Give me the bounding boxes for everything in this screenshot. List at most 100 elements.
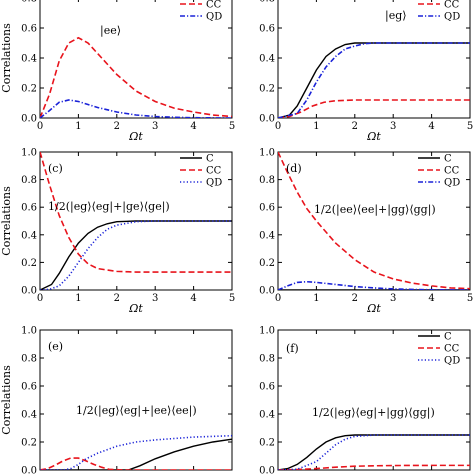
y-tick-label: 0.8 xyxy=(259,175,275,186)
state-label: 1/2(|eg⟩⟨eg|+|gg⟩⟨gg|) xyxy=(312,406,435,420)
y-tick-label: 0.4 xyxy=(21,410,37,421)
y-tick-label: 0.2 xyxy=(259,84,275,95)
series-line-qd xyxy=(40,220,232,290)
x-tick-label: 4 xyxy=(428,293,434,304)
x-axis-label: Ωt xyxy=(128,302,143,315)
x-tick-label: 1 xyxy=(75,293,81,304)
series-line-unnamed-0 xyxy=(278,42,470,118)
y-tick-label: 0.0 xyxy=(259,466,275,474)
state-label: 1/2(|eg⟩⟨eg|+|ge⟩⟨ge|) xyxy=(48,200,170,214)
x-tick-label: 4 xyxy=(190,121,196,132)
series-line-cc xyxy=(278,464,470,470)
x-tick-label: 4 xyxy=(428,121,434,132)
y-tick-label: 0.4 xyxy=(259,230,275,241)
legend-label: QD xyxy=(444,356,460,367)
series-line-cc xyxy=(278,152,470,290)
panel-6: 0.00.20.40.60.81.0CCCQD(f)1/2(|eg⟩⟨eg|+|… xyxy=(259,326,471,474)
y-tick-label: 0.6 xyxy=(259,382,275,393)
y-tick-label: 0.0 xyxy=(259,286,275,297)
legend-label: C xyxy=(206,154,214,165)
legend-label: QD xyxy=(206,12,222,23)
y-tick-label: 0.8 xyxy=(21,354,37,365)
axes-frame xyxy=(39,329,233,471)
y-tick-label: 0.6 xyxy=(21,24,37,35)
y-tick-label: 0.2 xyxy=(21,438,37,449)
x-tick-label: 0 xyxy=(275,293,281,304)
y-tick-label: 0.6 xyxy=(259,24,275,35)
y-tick-label: 1.0 xyxy=(21,326,37,337)
x-axis-label: Ωt xyxy=(366,302,381,315)
x-tick-label: 5 xyxy=(467,121,473,132)
x-tick-label: 3 xyxy=(390,293,396,304)
y-tick-label: 0.2 xyxy=(259,438,275,449)
y-tick-label: 0.8 xyxy=(21,175,37,186)
series-line-qd xyxy=(278,280,470,290)
panel-label: (e) xyxy=(48,340,63,353)
y-axis-label: Correlations xyxy=(0,186,13,256)
y-tick-label: 0.8 xyxy=(21,0,37,5)
x-tick-label: 3 xyxy=(390,121,396,132)
x-tick-label: 1 xyxy=(313,121,319,132)
panel-label: (c) xyxy=(48,162,63,175)
series-group xyxy=(278,434,470,470)
legend-label: QD xyxy=(206,178,222,189)
panel-5: 0.0 0.2 0.4 0.6 0.8 1.0 Correlations (e) 1/2(|eg… xyxy=(0,326,233,474)
series-line-c xyxy=(40,220,232,290)
state-label: 1/2(|eg⟩⟨eg|+|ee⟩⟨ee|) xyxy=(76,404,197,418)
x-tick-label: 1 xyxy=(313,293,319,304)
y-tick-label: 0.6 xyxy=(21,203,37,214)
series-line-cc xyxy=(278,99,470,118)
series-group xyxy=(40,36,232,118)
series-line-unnamed-2 xyxy=(40,434,232,470)
state-label: |eg⟩ xyxy=(385,9,407,23)
x-tick-label: 1 xyxy=(75,121,81,132)
state-label: 1/2(|ee⟩⟨ee|+|gg⟩⟨gg|) xyxy=(314,203,436,217)
panel-label: (f) xyxy=(286,342,299,355)
x-tick-label: 5 xyxy=(229,293,235,304)
panel-label: (d) xyxy=(286,162,302,175)
x-axis-label: Ωt xyxy=(128,130,143,143)
axes-frame xyxy=(277,329,471,471)
series-group xyxy=(278,42,470,118)
legend-label: CC xyxy=(206,166,222,177)
y-tick-label: 1.0 xyxy=(259,326,275,337)
legend-label: C xyxy=(444,332,452,343)
legend-label: CC xyxy=(444,344,460,355)
legend-label: QD xyxy=(444,178,460,189)
series-line-qd xyxy=(278,42,470,118)
x-tick-label: 5 xyxy=(467,293,473,304)
y-tick-label: 1.0 xyxy=(259,148,275,159)
axes-frame xyxy=(277,151,471,291)
series-line-cc xyxy=(40,152,232,273)
legend-label: CC xyxy=(444,166,460,177)
x-tick-label: 4 xyxy=(190,293,196,304)
y-tick-label: 0.6 xyxy=(259,203,275,214)
x-axis-label: Ωt xyxy=(366,130,381,143)
series-line-c xyxy=(278,434,470,470)
x-tick-label: 0 xyxy=(37,121,43,132)
x-tick-label: 5 xyxy=(229,121,235,132)
y-tick-label: 0.4 xyxy=(21,54,37,65)
x-tick-label: 2 xyxy=(114,121,120,132)
y-tick-label: 0.0 xyxy=(21,114,37,125)
x-tick-label: 0 xyxy=(275,121,281,132)
panel-4: 0.00.20.40.60.81.00 1 2 3 4 5ΩtCCCQD(d)1/2(|e… xyxy=(259,148,473,316)
y-tick-label: 0.4 xyxy=(259,410,275,421)
x-tick-label: 2 xyxy=(114,293,120,304)
legend-label: QD xyxy=(444,12,460,23)
y-tick-label: 0.4 xyxy=(21,230,37,241)
y-tick-label: 0.0 xyxy=(21,466,37,474)
y-tick-label: 0.4 xyxy=(259,54,275,65)
y-tick-label: 0.0 xyxy=(21,286,37,297)
y-tick-label: 1.0 xyxy=(21,148,37,159)
series-line-unnamed-0 xyxy=(40,438,232,470)
panel-3: 0.0 0.2 0.4 0.6 0.8 1.0 0 1 2 3 4 5 Ωt Correlations CC… xyxy=(0,148,235,316)
legend-label: CC xyxy=(206,0,222,11)
x-tick-label: 0 xyxy=(37,293,43,304)
y-axis-label: Correlations xyxy=(0,365,13,435)
series-line-unnamed-1 xyxy=(40,457,232,470)
series-group xyxy=(40,152,232,290)
